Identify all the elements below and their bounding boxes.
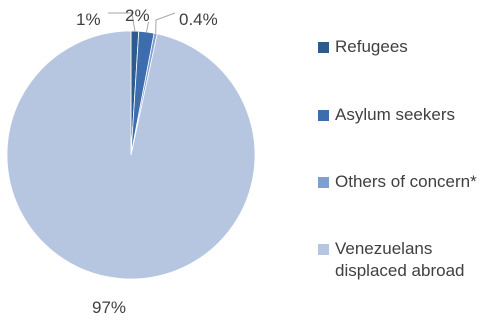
legend-label-refugees: Refugees <box>335 37 408 56</box>
legend-item-refugees: Refugees <box>318 36 494 58</box>
legend-label-venezuelans-displaced-abroad: Venezuelans displaced abroad <box>335 239 465 280</box>
leader-line-others-of-concern <box>155 12 176 34</box>
legend-swatch-refugees <box>318 42 329 53</box>
legend-label-others-of-concern: Others of concern* <box>335 172 477 191</box>
chart-legend: Refugees Asylum seekers Others of concer… <box>318 0 494 321</box>
legend-item-others-of-concern: Others of concern* <box>318 171 494 193</box>
legend-swatch-venezuelans-displaced-abroad <box>318 244 329 255</box>
slice-labels: 1% 2% 0.4% 97% <box>76 6 218 317</box>
pie-slices <box>6 30 256 280</box>
slice-label-others-of-concern: 0.4% <box>179 10 218 29</box>
leader-line-asylum-seekers <box>146 21 149 33</box>
slice-label-venezuelans-displaced-abroad: 97% <box>92 298 126 317</box>
slice-label-refugees: 1% <box>76 10 101 29</box>
slice-label-asylum-seekers: 2% <box>125 6 150 25</box>
legend-swatch-asylum-seekers <box>318 110 329 121</box>
label-leader-lines <box>108 12 176 34</box>
leader-line-refugees <box>108 12 136 32</box>
legend-item-venezuelans-displaced-abroad: Venezuelans displaced abroad <box>318 238 494 282</box>
pie-slice-venezuelans-displaced-abroad <box>6 30 256 280</box>
legend-swatch-others-of-concern <box>318 177 329 188</box>
legend-item-asylum-seekers: Asylum seekers <box>318 104 494 126</box>
legend-label-asylum-seekers: Asylum seekers <box>335 105 455 124</box>
